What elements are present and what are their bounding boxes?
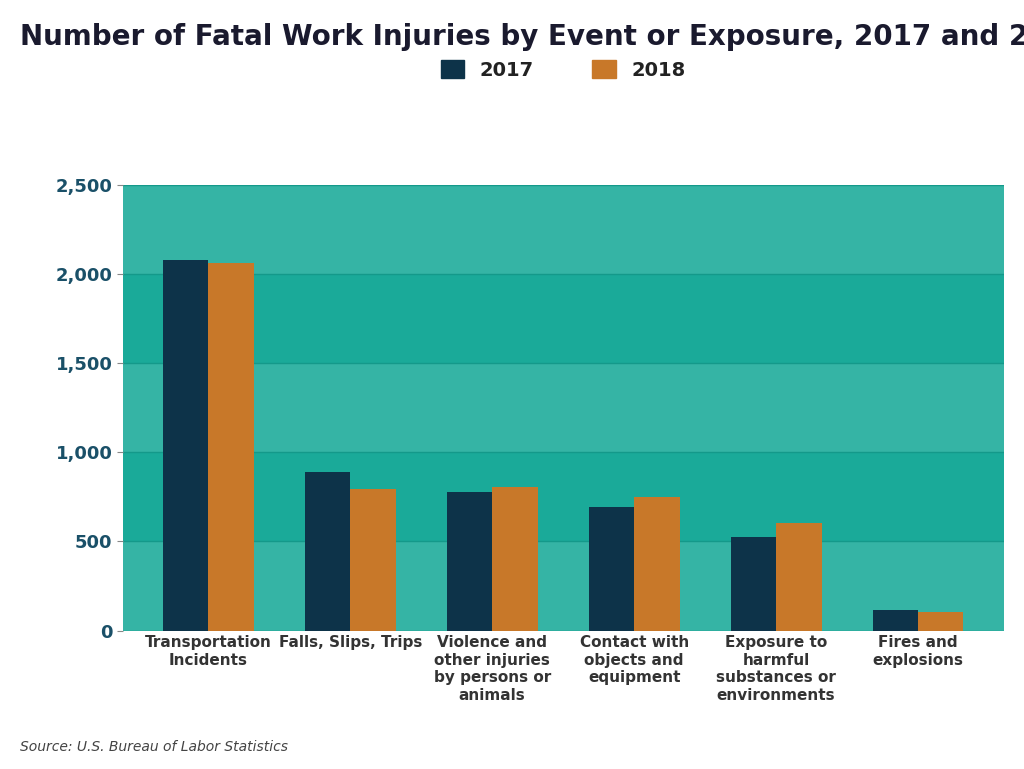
Bar — [350, 489, 395, 631]
Bar — [919, 612, 964, 631]
Bar — [305, 472, 350, 631]
Bar — [123, 363, 1004, 452]
Bar — [493, 488, 538, 631]
Bar — [634, 497, 680, 631]
Text: Number of Fatal Work Injuries by Event or Exposure, 2017 and 2018: Number of Fatal Work Injuries by Event o… — [20, 23, 1024, 51]
Bar — [123, 541, 1004, 631]
Bar — [163, 260, 208, 631]
Bar — [208, 264, 254, 631]
Bar — [123, 274, 1004, 363]
Bar — [872, 610, 919, 631]
Bar — [123, 452, 1004, 541]
Text: Source: U.S. Bureau of Labor Statistics: Source: U.S. Bureau of Labor Statistics — [20, 740, 289, 754]
Bar — [776, 523, 821, 631]
Bar — [446, 492, 493, 631]
Bar — [731, 537, 776, 631]
Legend: 2017, 2018: 2017, 2018 — [441, 61, 685, 80]
Bar — [589, 507, 634, 631]
Bar — [123, 185, 1004, 274]
